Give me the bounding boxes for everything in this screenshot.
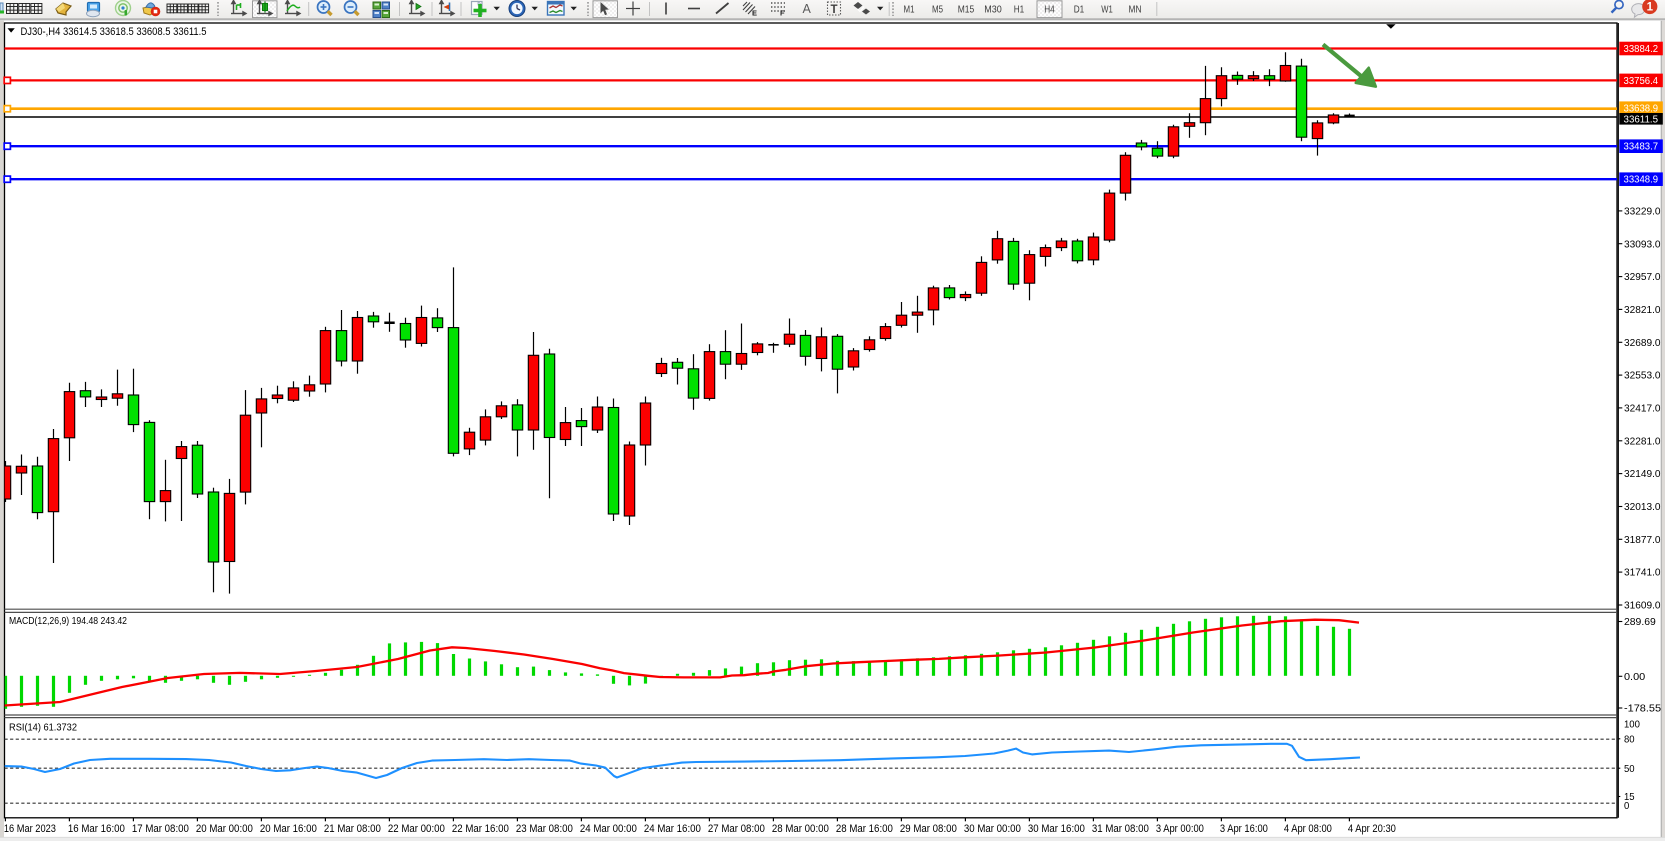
svg-text:M5: M5 [932,4,943,16]
svg-text:0: 0 [1624,801,1630,812]
svg-text:289.69: 289.69 [1624,617,1656,628]
svg-text:30 Mar 00:00: 30 Mar 00:00 [964,823,1021,835]
svg-text:-178.55: -178.55 [1624,704,1661,715]
svg-text:32689.0: 32689.0 [1624,338,1661,349]
svg-text:H1: H1 [1014,4,1025,16]
svg-text:31877.0: 31877.0 [1624,535,1661,546]
svg-text:33756.4: 33756.4 [1624,76,1659,87]
svg-text:MACD(12,26,9) 194.48 243.42: MACD(12,26,9) 194.48 243.42 [9,616,127,627]
svg-text:M30: M30 [984,4,1002,16]
svg-text:32553.0: 32553.0 [1624,371,1661,382]
svg-text:31609.0: 31609.0 [1624,601,1661,612]
svg-text:0.00: 0.00 [1624,672,1645,683]
svg-text:32417.0: 32417.0 [1624,404,1661,415]
svg-text:33638.9: 33638.9 [1624,104,1659,115]
svg-text:RSI(14) 61.3732: RSI(14) 61.3732 [9,723,77,734]
svg-text:27 Mar 08:00: 27 Mar 08:00 [708,823,765,835]
svg-text:32957.0: 32957.0 [1624,272,1661,283]
svg-text:M1: M1 [904,4,915,16]
svg-text:80: 80 [1624,734,1635,745]
svg-text:1: 1 [1647,2,1654,14]
svg-text:32821.0: 32821.0 [1624,305,1661,316]
svg-text:22 Mar 00:00: 22 Mar 00:00 [388,823,445,835]
svg-text:33229.0: 33229.0 [1624,207,1661,218]
svg-text:16 Mar 2023: 16 Mar 2023 [4,823,56,835]
svg-text:33884.2: 33884.2 [1624,44,1659,55]
svg-text:33348.9: 33348.9 [1624,175,1659,186]
svg-text:DJ30-,H4 33614.5 33618.5 3360: DJ30-,H4 33614.5 33618.5 33608.5 33611.5 [21,26,207,38]
svg-text:31741.0: 31741.0 [1624,568,1661,579]
svg-text:24 Mar 16:00: 24 Mar 16:00 [644,823,701,835]
svg-text:4 Apr 20:30: 4 Apr 20:30 [1348,823,1396,835]
svg-text:23 Mar 08:00: 23 Mar 08:00 [516,823,573,835]
svg-text:F: F [780,9,785,18]
svg-text:33483.7: 33483.7 [1624,142,1659,153]
svg-text:28 Mar 00:00: 28 Mar 00:00 [772,823,829,835]
svg-text:24 Mar 00:00: 24 Mar 00:00 [580,823,637,835]
svg-text:50: 50 [1624,764,1635,775]
svg-text:3 Apr 00:00: 3 Apr 00:00 [1156,823,1204,835]
svg-text:22 Mar 16:00: 22 Mar 16:00 [452,823,509,835]
svg-text:32013.0: 32013.0 [1624,502,1661,513]
svg-text:32281.0: 32281.0 [1624,436,1661,447]
svg-text:32149.0: 32149.0 [1624,469,1661,480]
svg-text:4 Apr 08:00: 4 Apr 08:00 [1284,823,1332,835]
svg-text:20 Mar 00:00: 20 Mar 00:00 [196,823,253,835]
svg-text:31 Mar 08:00: 31 Mar 08:00 [1092,823,1149,835]
svg-text:15: 15 [1624,792,1635,803]
svg-text:100: 100 [1624,719,1640,730]
svg-text:D1: D1 [1074,4,1085,16]
svg-text:3 Apr 16:00: 3 Apr 16:00 [1220,823,1268,835]
svg-text:A: A [803,2,812,16]
svg-text:21 Mar 08:00: 21 Mar 08:00 [324,823,381,835]
svg-text:20 Mar 16:00: 20 Mar 16:00 [260,823,317,835]
svg-text:16 Mar 16:00: 16 Mar 16:00 [68,823,125,835]
svg-text:33611.5: 33611.5 [1624,114,1659,125]
svg-text:29 Mar 08:00: 29 Mar 08:00 [900,823,957,835]
svg-text:M15: M15 [958,4,975,16]
svg-text:30 Mar 16:00: 30 Mar 16:00 [1028,823,1085,835]
svg-text:17 Mar 08:00: 17 Mar 08:00 [132,823,189,835]
svg-text:W1: W1 [1101,4,1113,16]
svg-text:T: T [831,4,838,16]
svg-text:33093.0: 33093.0 [1624,239,1661,250]
svg-text:H4: H4 [1044,4,1055,16]
svg-text:E: E [752,9,757,18]
svg-text:MN: MN [1129,4,1142,16]
svg-text:28 Mar 16:00: 28 Mar 16:00 [836,823,893,835]
